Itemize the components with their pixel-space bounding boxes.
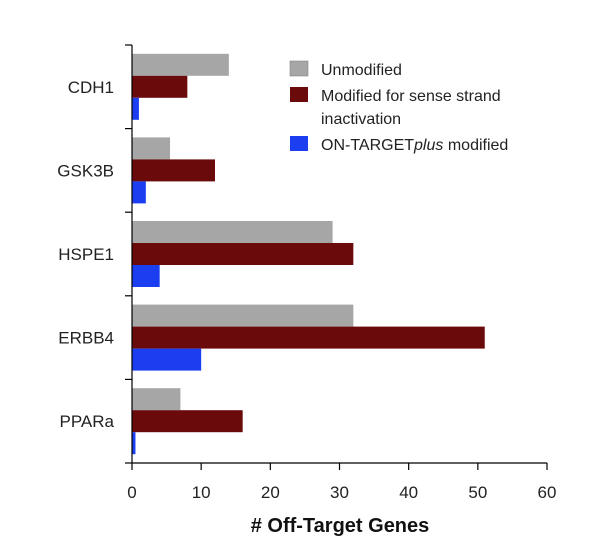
x-tick-labels: 0 10 20 30 40 50 60	[127, 483, 556, 502]
legend: Unmodified Modified for sense strand inact…	[289, 60, 508, 154]
x-tick-label: 40	[399, 483, 418, 502]
legend-label-unmodified: Unmodified	[321, 62, 402, 79]
category-label-hspe1: HSPE1	[58, 245, 114, 264]
x-axis-title: # Off-Target Genes	[251, 515, 430, 537]
category-label-cdh1: CDH1	[68, 78, 114, 97]
legend-label-modified: Modified for sense strand inactivation	[321, 88, 501, 128]
bar-hspe1-series-1	[132, 221, 333, 243]
bar-erbb4-series-3	[132, 348, 202, 371]
category-labels: CDH1 GSK3B HSPE1 ERBB4 PPARa	[57, 78, 114, 431]
x-tick-label: 20	[261, 483, 280, 502]
bars-layer	[132, 53, 485, 455]
category-label-ppara: PPARa	[60, 412, 115, 431]
legend-swatch-1	[289, 60, 309, 77]
legend-label-on-target: ON-TARGETplus modified	[321, 137, 508, 154]
bar-ppara-series-1	[132, 388, 181, 411]
bar-hspe1-series-2	[132, 243, 354, 265]
x-tick-label: 60	[538, 483, 557, 502]
bar-hspe1-series-3	[132, 265, 160, 287]
bar-gsk3b-series-3	[132, 181, 146, 204]
bar-gsk3b-series-1	[132, 137, 171, 160]
bar-ppara-series-3	[132, 432, 136, 455]
x-tick-label: 10	[192, 483, 211, 502]
legend-swatch-3	[290, 136, 308, 151]
x-tick-label: 50	[468, 483, 487, 502]
x-tick-label: 30	[330, 483, 349, 502]
bar-cdh1-series-1	[132, 53, 229, 76]
bar-cdh1-series-3	[132, 97, 139, 120]
legend-swatch-2	[290, 87, 308, 102]
axes-layer	[125, 44, 548, 470]
category-label-erbb4: ERBB4	[58, 329, 114, 348]
bar-erbb4-series-1	[132, 304, 354, 327]
category-label-gsk3b: GSK3B	[57, 161, 114, 180]
x-tick-label: 0	[127, 483, 136, 502]
bar-gsk3b-series-2	[132, 159, 215, 182]
bar-ppara-series-2	[132, 410, 243, 433]
bar-erbb4-series-2	[132, 326, 485, 349]
bar-cdh1-series-2	[132, 75, 188, 98]
